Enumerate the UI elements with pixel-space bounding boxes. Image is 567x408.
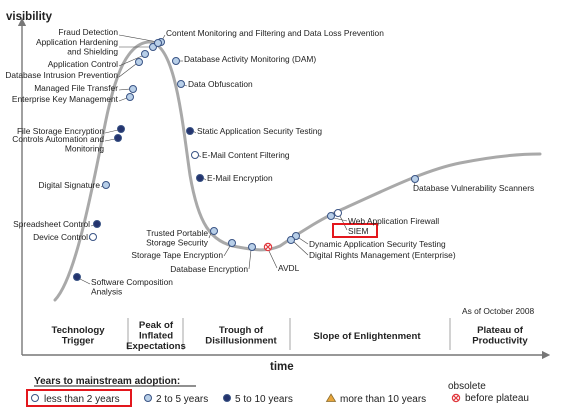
- label-static-application-security-testing: Static Application Security Testing: [197, 126, 322, 136]
- legend-highlight-box: [26, 389, 132, 407]
- phase-plateau: Plateau of Productivity: [472, 325, 528, 347]
- label-avdl: AVDL: [278, 263, 300, 273]
- x-axis-label: time: [270, 361, 294, 373]
- leader-file-storage-encryption: [104, 129, 119, 134]
- marker-digital-signature: [102, 181, 110, 189]
- y-axis-label: visibility: [6, 11, 53, 23]
- label-application-hardening-and-shielding: Application Hardening and Shielding: [36, 37, 118, 57]
- label-trusted-portable-storage-security: Trusted Portable Storage Security: [146, 228, 209, 248]
- marker-trusted-portable-storage-security: [210, 227, 218, 235]
- marker-digital-rights-management-enterprise: [287, 236, 295, 244]
- label-content-monitoring-and-filtering-and-data-loss-prevention: Content Monitoring and Filtering and Dat…: [166, 28, 384, 38]
- marker-database-vulnerability-scanners: [411, 175, 419, 183]
- label-device-control: Device Control: [33, 232, 88, 242]
- label-siem: SIEM: [348, 226, 368, 236]
- label-database-vulnerability-scanners: Database Vulnerability Scanners: [413, 183, 534, 193]
- legend-marker-less-than-2-years: [31, 394, 39, 402]
- label-managed-file-transfer: Managed File Transfer: [34, 83, 118, 93]
- marker-data-obfuscation: [177, 80, 185, 88]
- label-enterprise-key-management: Enterprise Key Management: [12, 94, 119, 104]
- marker-spreadsheet-control: [93, 220, 101, 228]
- marker-e-mail-encryption: [196, 174, 204, 182]
- leader-application-control: [118, 55, 143, 67]
- phase-trough: Trough of Disillusionment: [205, 325, 277, 347]
- label-controls-automation-and-monitoring: Controls Automation and Monitoring: [12, 134, 104, 154]
- hype-curve: [53, 40, 542, 302]
- leader-digital-rights-management-enterprise: [293, 241, 309, 256]
- leader-fraud-detection: [118, 34, 159, 43]
- marker-web-application-firewall: [327, 212, 335, 220]
- marker-managed-file-transfer: [129, 85, 137, 93]
- label-database-encryption: Database Encryption: [170, 264, 248, 274]
- marker-software-composition-analysis: [73, 273, 81, 281]
- leader-controls-automation-and-monitoring: [104, 138, 116, 142]
- label-database-activity-monitoring-dam: Database Activity Monitoring (DAM): [184, 54, 316, 64]
- legend-label-obsolete-before-plateau: obsolete before plateau: [448, 381, 529, 404]
- label-dynamic-application-security-testing: Dynamic Application Security Testing: [309, 239, 446, 249]
- marker-enterprise-key-management: [126, 93, 134, 101]
- leader-database-vulnerability-scanners: [413, 181, 416, 189]
- marker-static-application-security-testing: [186, 127, 194, 135]
- legend-marker-more-than-10-years: [325, 393, 337, 402]
- leader-storage-tape-encryption: [223, 245, 231, 257]
- phase-trigger: Technology Trigger: [51, 325, 105, 347]
- label-data-obfuscation: Data Obfuscation: [188, 79, 253, 89]
- legend-title: Years to mainstream adoption:: [34, 376, 180, 387]
- phase-peak: Peak of Inflated Expectations: [126, 320, 186, 352]
- marker-controls-automation-and-monitoring: [114, 134, 122, 142]
- legend-marker-2-to-5-years: [144, 394, 152, 402]
- label-e-mail-content-filtering: E-Mail Content Filtering: [202, 150, 290, 160]
- leader-software-composition-analysis: [79, 278, 91, 285]
- leader-database-intrusion-prevention: [118, 63, 137, 78]
- leader-web-application-firewall: [333, 217, 348, 222]
- legend-label-5-to-10-years: 5 to 10 years: [235, 394, 293, 405]
- label-e-mail-encryption: E-Mail Encryption: [207, 173, 273, 183]
- leader-dynamic-application-security-testing: [298, 237, 309, 245]
- phase-slope: Slope of Enlightenment: [313, 331, 421, 342]
- marker-avdl: [263, 242, 273, 252]
- label-digital-rights-management-enterprise: Digital Rights Management (Enterprise): [309, 250, 456, 260]
- leader-database-encryption: [248, 249, 252, 270]
- marker-device-control: [89, 233, 97, 241]
- marker-database-activity-monitoring-dam: [172, 57, 180, 65]
- as-of-date: As of October 2008: [462, 306, 535, 316]
- marker-e-mail-content-filtering: [191, 151, 199, 159]
- label-file-storage-encryption: File Storage Encryption: [17, 126, 104, 136]
- legend-label-2-to-5-years: 2 to 5 years: [156, 394, 208, 405]
- label-spreadsheet-control: Spreadsheet Control: [13, 219, 90, 229]
- marker-storage-tape-encryption: [228, 239, 236, 247]
- marker-database-encryption: [248, 243, 256, 251]
- leader-managed-file-transfer: [118, 88, 131, 91]
- legend-label-more-than-10-years: more than 10 years: [340, 394, 426, 405]
- legend-marker-obsolete-before-plateau: [451, 393, 461, 403]
- leader-avdl: [268, 250, 278, 269]
- label-database-intrusion-prevention: Database Intrusion Prevention: [5, 70, 118, 80]
- highlight-box-siem: [332, 223, 378, 238]
- label-storage-tape-encryption: Storage Tape Encryption: [131, 250, 223, 260]
- label-application-control: Application Control: [48, 59, 118, 69]
- leader-enterprise-key-management: [118, 97, 128, 102]
- legend-marker-5-to-10-years: [223, 394, 231, 402]
- legend-label-less-than-2-years: less than 2 years: [44, 394, 120, 405]
- label-digital-signature: Digital Signature: [39, 180, 101, 190]
- marker-file-storage-encryption: [117, 125, 125, 133]
- leader-trusted-portable-storage-security: [208, 232, 212, 239]
- label-web-application-firewall: Web Application Firewall: [348, 216, 439, 226]
- label-fraud-detection: Fraud Detection: [58, 27, 118, 37]
- marker-siem: [334, 209, 342, 217]
- marker-application-control: [141, 50, 149, 58]
- marker-content-monitoring-and-filtering-and-data-loss-prevention: [154, 39, 162, 47]
- marker-database-intrusion-prevention: [135, 58, 143, 66]
- label-software-composition-analysis: Software Composition Analysis: [91, 277, 173, 297]
